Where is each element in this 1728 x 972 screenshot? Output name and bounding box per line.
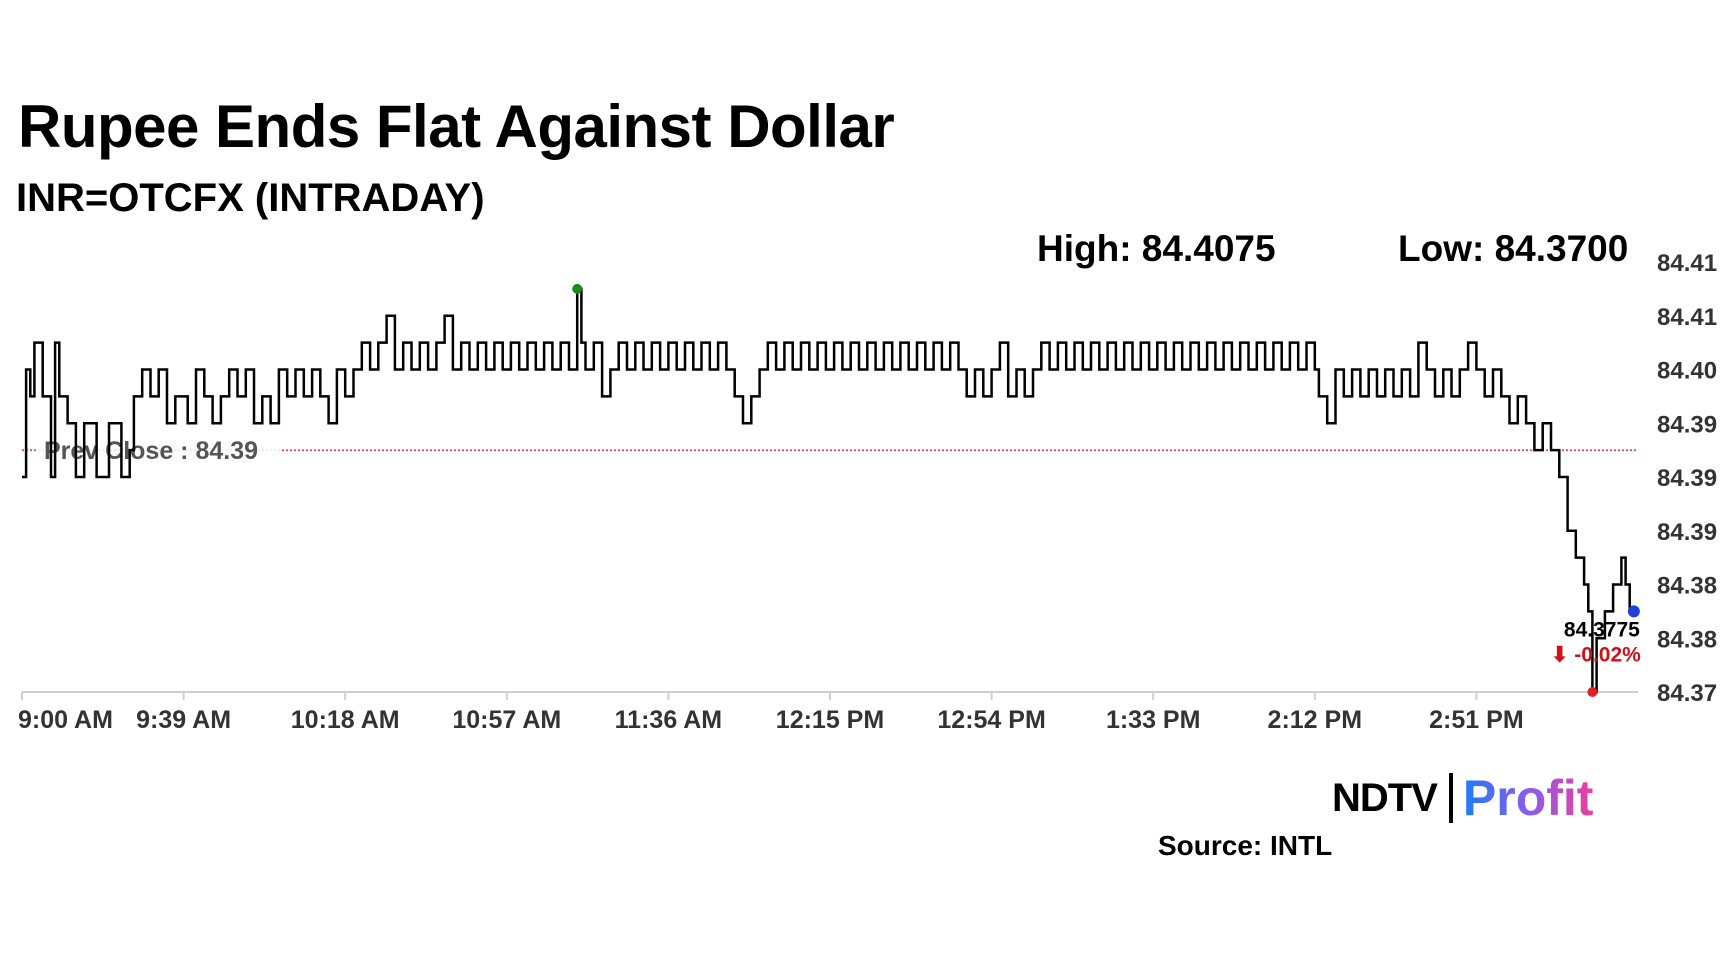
low-marker [1587, 687, 1598, 697]
y-tick-label: 84.39 [1657, 411, 1717, 438]
x-tick-label: 9:39 AM [136, 706, 231, 734]
x-tick-label: 2:51 PM [1429, 706, 1523, 734]
y-tick-label: 84.41 [1657, 304, 1717, 331]
change-percent-label: ⬇ -0.02% [1551, 643, 1641, 666]
logo-ndtv-text: NDTV [1332, 775, 1438, 820]
y-tick-label: 84.39 [1657, 465, 1717, 492]
high-marker [572, 283, 583, 294]
prev-close-label: Prev Close : 84.39 [44, 437, 258, 465]
last-price-label: 84.3775 [1564, 618, 1640, 641]
y-axis: 84.37 84.38 84.38 84.39 84.39 84.39 84.40 84.41… [1657, 250, 1717, 707]
x-tick-label: 10:18 AM [291, 706, 400, 734]
logo-divider [1448, 773, 1453, 823]
x-tick-label: 12:54 PM [937, 706, 1045, 734]
x-tick-label: 9:00 AM [18, 706, 113, 734]
x-tick-label: 11:36 AM [615, 706, 722, 734]
chart-subtitle: INR=OTCFX (INTRADAY) [16, 176, 485, 220]
chart-title: Rupee Ends Flat Against Dollar [18, 93, 895, 160]
last-price-marker [1627, 605, 1640, 618]
low-value: Low: 84.3700 [1398, 228, 1629, 269]
price-line [22, 287, 1634, 694]
source-label: Source: INTL [1158, 830, 1333, 861]
x-tick-label: 10:57 AM [452, 706, 561, 734]
x-tick-label: 2:12 PM [1268, 706, 1362, 734]
prev-close-label-background [38, 436, 280, 465]
x-tick-label: 12:15 PM [776, 706, 884, 734]
ndtv-profit-logo: NDTV Profit [1332, 770, 1594, 826]
y-tick-label: 84.37 [1657, 680, 1717, 707]
y-tick-label: 84.40 [1657, 358, 1717, 385]
y-tick-label: 84.38 [1657, 573, 1717, 600]
x-tick-label: 1:33 PM [1106, 706, 1200, 734]
y-tick-label: 84.39 [1657, 519, 1717, 546]
y-tick-label: 84.38 [1657, 626, 1717, 653]
y-tick-label: 84.41 [1657, 250, 1717, 277]
high-value: High: 84.4075 [1037, 228, 1276, 269]
x-axis: 9:00 AM 9:39 AM 10:18 AM 10:57 AM 11:36 AM 12… [18, 692, 1524, 734]
logo-profit-text: Profit [1462, 770, 1594, 826]
